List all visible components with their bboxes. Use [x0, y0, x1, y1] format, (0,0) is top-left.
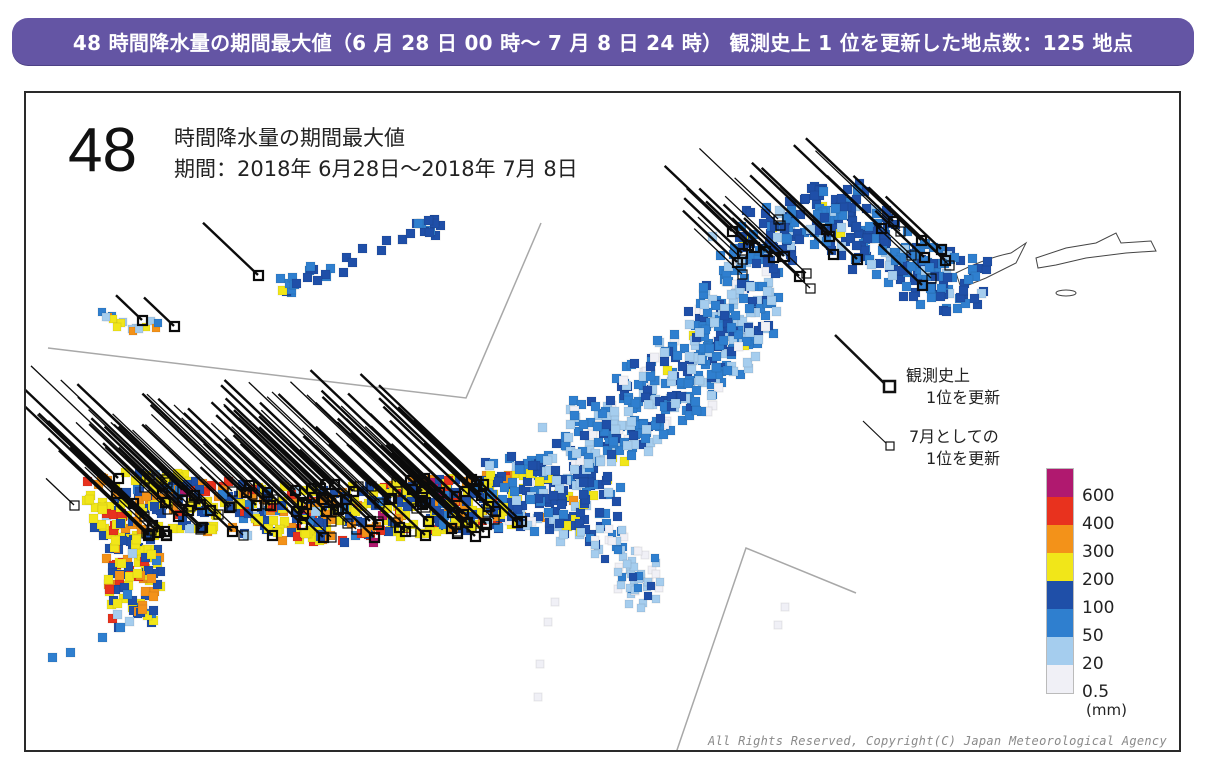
legend-label: 100: [1082, 598, 1115, 618]
key-label: 観測史上: [906, 366, 971, 385]
key-july-record: 7月としての 1位を更新: [909, 426, 1000, 470]
july-record-icon: [885, 441, 895, 451]
key-label: 1位を更新: [926, 388, 1001, 407]
legend-swatch: [1047, 637, 1073, 665]
legend-label: 20: [1082, 654, 1104, 674]
legend-label: 50: [1082, 626, 1104, 646]
record-key-icons: [834, 334, 897, 451]
legend-color-bar: [1046, 468, 1074, 694]
key-label: 1位を更新: [926, 449, 1001, 468]
color-legend: 600 400 300 200 100 50 20 0.5 (mm): [1042, 468, 1162, 738]
legend-label: 600: [1082, 486, 1115, 506]
map-title: 時間降水量の期間最大値: [174, 126, 405, 150]
legend-swatch: [1047, 609, 1073, 637]
station-markers-layer: [26, 137, 1157, 750]
kuril-outline-icon: [955, 232, 1157, 297]
legend-swatch: [1047, 469, 1073, 497]
legend-swatch: [1047, 497, 1073, 525]
okinawa-inset-border: [47, 222, 542, 399]
legend-label: 200: [1082, 570, 1115, 590]
all-time-record-icon: [882, 379, 897, 394]
legend-swatch: [1047, 553, 1073, 581]
key-label: 7月としての: [909, 427, 999, 446]
ogasawara-inset-border: [676, 547, 857, 750]
legend-swatch: [1047, 525, 1073, 553]
inset-borders: [47, 222, 857, 750]
legend-label: 0.5: [1082, 682, 1110, 702]
copyright-notice: All Rights Reserved, Copyright(C) Japan …: [707, 734, 1167, 748]
legend-label: 400: [1082, 514, 1115, 534]
rainfall-map: 48 時間降水量の期間最大値 期間：2018年 6月28日～2018年 7月 8…: [24, 91, 1181, 752]
map-period: 期間：2018年 6月28日～2018年 7月 8日: [174, 157, 578, 181]
key-all-time-record: 観測史上 1位を更新: [906, 365, 1000, 409]
legend-label: 300: [1082, 542, 1115, 562]
banner-title: 48 時間降水量の期間最大値（6 月 28 日 00 時～ 7 月 8 日 24…: [72, 31, 1134, 55]
legend-swatch: [1047, 665, 1073, 693]
header-banner: 48 時間降水量の期間最大値（6 月 28 日 00 時～ 7 月 8 日 24…: [12, 18, 1194, 65]
legend-unit: (mm): [1086, 701, 1127, 719]
map-title-number: 48: [68, 116, 137, 185]
legend-swatch: [1047, 581, 1073, 609]
